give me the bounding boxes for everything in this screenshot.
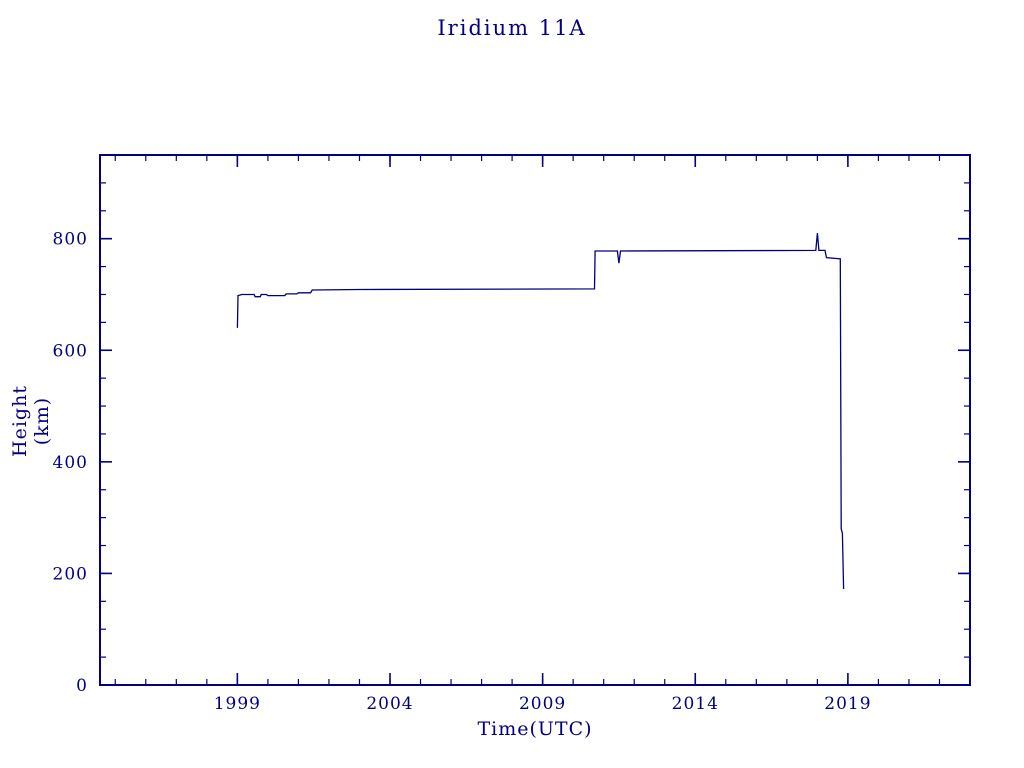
x-tick-label: 2014 bbox=[672, 694, 719, 714]
y-tick-label: 800 bbox=[53, 230, 88, 250]
y-tick-label: 0 bbox=[76, 676, 88, 696]
y-axis-label: Height (km) bbox=[9, 385, 53, 457]
x-tick-label: 2019 bbox=[824, 694, 871, 714]
height-line bbox=[236, 233, 845, 590]
plot-frame bbox=[99, 154, 971, 686]
chart-title: Iridium 11A bbox=[437, 16, 587, 40]
y-tick-label: 200 bbox=[53, 564, 88, 584]
x-tick-label: 1999 bbox=[214, 694, 261, 714]
y-tick-label: 400 bbox=[53, 453, 88, 473]
y-tick-label: 600 bbox=[53, 341, 88, 361]
x-tick-label: 2004 bbox=[366, 694, 413, 714]
x-tick-label: 2009 bbox=[519, 694, 566, 714]
x-axis-label: Time(UTC) bbox=[477, 718, 593, 740]
